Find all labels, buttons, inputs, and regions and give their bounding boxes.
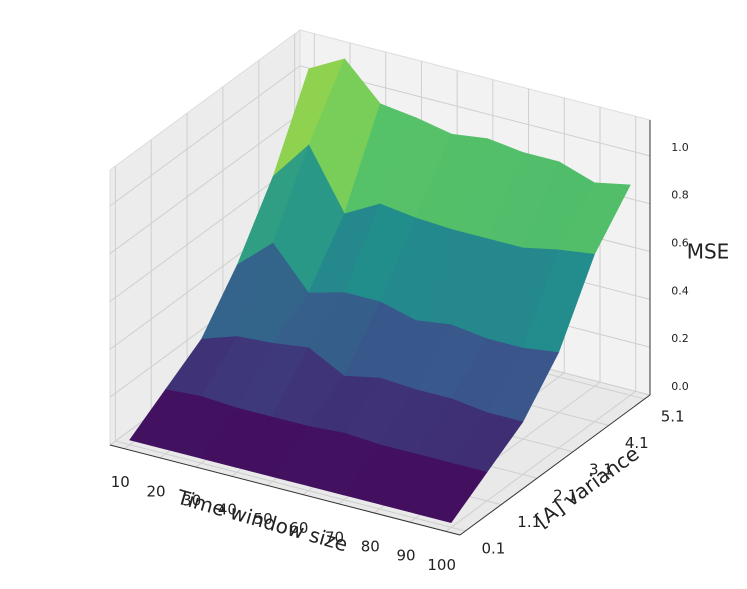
z-tick-label: 0.4 bbox=[671, 284, 689, 297]
z-tick-label: 0.0 bbox=[671, 380, 689, 393]
grid-line bbox=[109, 161, 301, 302]
y-tick-label: 4.1 bbox=[625, 434, 649, 452]
y-axis-line bbox=[459, 394, 651, 536]
x-tick-label: 70 bbox=[325, 528, 344, 546]
x-tick-label: 100 bbox=[427, 556, 456, 574]
y-tick-label: 5.1 bbox=[661, 407, 685, 425]
z-axis-label: MSE bbox=[687, 240, 730, 264]
y-tick-label: 0.1 bbox=[481, 540, 505, 558]
z-tick-label: 0.8 bbox=[671, 189, 689, 202]
z-tick-label: 0.6 bbox=[671, 237, 689, 250]
x-tick-label: 40 bbox=[218, 501, 237, 519]
x-tick-label: 50 bbox=[254, 510, 273, 528]
y-tick-label: 1.1 bbox=[517, 513, 541, 531]
y-tick-label: 2.1 bbox=[553, 487, 577, 505]
x-tick-label: 90 bbox=[396, 547, 415, 565]
grid-line bbox=[109, 65, 301, 207]
z-tick-label: 0.2 bbox=[671, 332, 689, 345]
x-tick-label: 60 bbox=[289, 519, 308, 537]
y-tick-label: 3.1 bbox=[589, 460, 613, 478]
surface-face bbox=[414, 462, 488, 523]
grid-line bbox=[445, 390, 637, 532]
x-tick-label: 20 bbox=[146, 482, 165, 500]
x-tick-label: 80 bbox=[361, 537, 380, 555]
z-tick-label: 1.0 bbox=[671, 141, 689, 154]
x-axis-line bbox=[109, 444, 461, 536]
grid-line bbox=[109, 113, 301, 255]
grid-line bbox=[115, 440, 466, 532]
x-tick-label: 30 bbox=[182, 492, 201, 510]
x-tick-label: 10 bbox=[111, 473, 130, 491]
